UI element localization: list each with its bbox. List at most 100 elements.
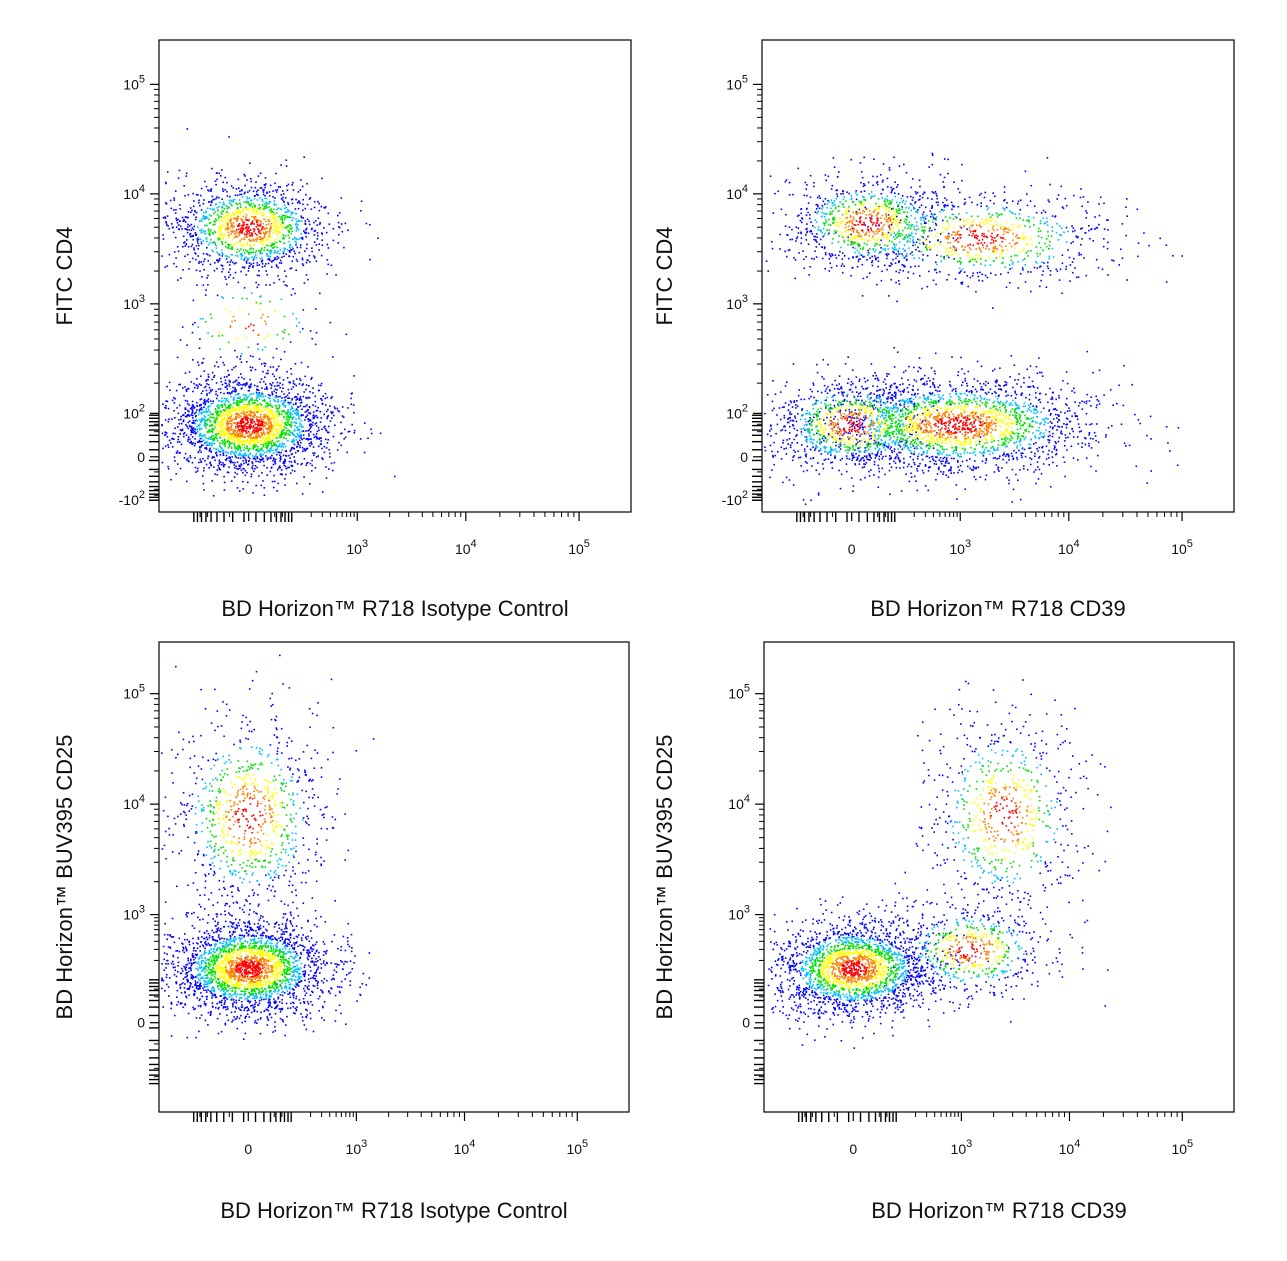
data-point <box>289 414 292 416</box>
data-point <box>924 485 927 487</box>
data-point <box>292 312 294 315</box>
data-point <box>223 411 225 414</box>
data-point <box>1107 219 1109 221</box>
data-point <box>812 384 815 386</box>
data-point <box>271 373 274 375</box>
data-point <box>281 403 284 405</box>
data-point <box>903 388 906 391</box>
data-point <box>234 450 237 452</box>
data-point <box>961 163 963 166</box>
data-point <box>205 185 208 188</box>
data-point <box>933 370 936 372</box>
data-point <box>282 409 284 412</box>
data-point <box>211 371 214 374</box>
data-point <box>275 238 277 241</box>
data-point <box>228 434 230 436</box>
data-point <box>192 205 195 208</box>
data-point <box>1045 286 1048 288</box>
data-point <box>184 452 187 455</box>
data-point <box>164 216 166 218</box>
data-point <box>173 410 175 412</box>
data-point <box>283 315 286 318</box>
data-point <box>214 426 216 428</box>
data-point <box>291 465 294 468</box>
data-point <box>253 207 255 210</box>
data-point <box>275 222 277 224</box>
data-point <box>265 227 268 230</box>
data-point <box>265 427 267 430</box>
data-point <box>896 300 898 303</box>
data-point <box>194 321 196 324</box>
data-point <box>337 409 339 412</box>
data-point <box>230 226 232 228</box>
data-point <box>177 436 180 438</box>
data-point <box>1008 482 1010 485</box>
data-point <box>214 211 217 213</box>
data-point <box>888 463 891 465</box>
data-point <box>317 384 320 387</box>
data-point <box>278 253 281 255</box>
y-tick-label: -102 <box>119 489 145 508</box>
data-point <box>213 442 216 445</box>
data-point <box>253 399 256 402</box>
data-point <box>243 446 246 449</box>
data-point <box>248 414 250 417</box>
data-point <box>225 430 227 433</box>
data-point <box>244 217 247 219</box>
data-point <box>215 382 218 384</box>
data-point <box>902 371 905 374</box>
data-point <box>232 315 235 318</box>
data-point <box>272 382 274 384</box>
data-point <box>282 193 285 195</box>
data-point <box>301 408 303 411</box>
data-point <box>324 392 327 395</box>
data-point <box>267 434 269 437</box>
data-point <box>285 253 287 256</box>
data-point <box>979 476 982 478</box>
data-point <box>245 429 247 432</box>
data-point <box>212 209 215 211</box>
data-point <box>299 422 301 425</box>
data-point <box>234 388 236 391</box>
data-point <box>233 225 235 227</box>
data-point <box>348 430 351 433</box>
data-point <box>205 440 208 443</box>
data-point <box>183 435 185 438</box>
data-point <box>262 437 265 440</box>
data-point <box>264 442 267 445</box>
data-point <box>234 390 236 393</box>
data-point <box>263 432 265 435</box>
data-point <box>267 422 270 425</box>
data-point <box>886 177 889 180</box>
data-point <box>221 405 224 407</box>
data-point <box>1039 371 1041 374</box>
data-point <box>334 424 336 427</box>
data-point <box>277 444 280 447</box>
data-point <box>243 449 245 451</box>
data-point <box>842 395 845 397</box>
data-point <box>211 201 213 204</box>
data-point <box>277 408 279 411</box>
data-point <box>1126 215 1128 217</box>
data-point <box>211 423 213 426</box>
data-point <box>316 238 319 240</box>
data-point <box>213 208 215 210</box>
data-point <box>902 466 905 469</box>
data-point <box>190 381 193 383</box>
data-point <box>1125 234 1127 237</box>
data-point <box>201 409 204 411</box>
data-point <box>252 444 255 446</box>
data-point <box>337 226 340 228</box>
data-point <box>272 452 275 454</box>
data-point <box>251 222 254 225</box>
data-point <box>248 460 250 462</box>
data-point <box>251 251 253 254</box>
data-point <box>224 414 226 417</box>
data-point <box>270 250 273 252</box>
data-point <box>268 430 271 432</box>
data-point <box>851 391 854 393</box>
data-point <box>196 405 199 407</box>
data-point <box>187 414 189 416</box>
data-point <box>975 290 977 293</box>
data-point <box>834 379 836 382</box>
